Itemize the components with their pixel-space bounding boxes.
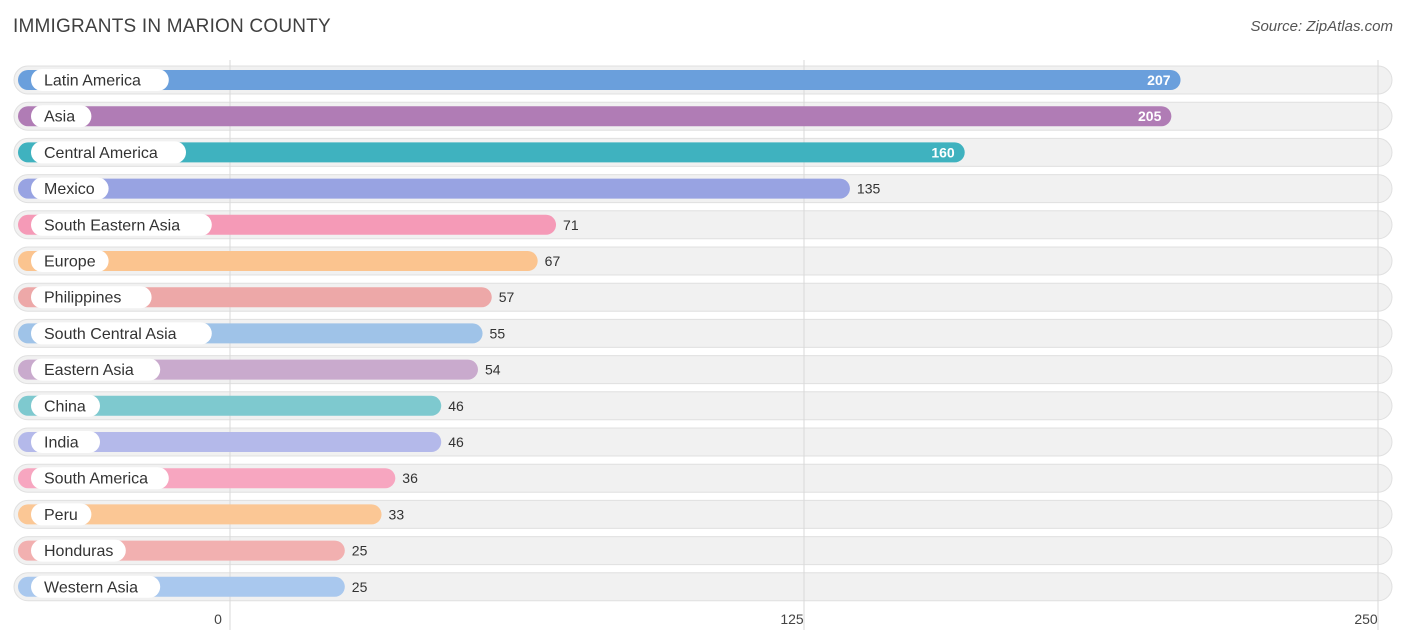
value-label: 46	[448, 398, 464, 414]
category-label: Philippines	[44, 290, 121, 307]
category-label: Central America	[44, 145, 158, 162]
category-label: Europe	[44, 254, 96, 271]
category-label: South Eastern Asia	[44, 217, 180, 234]
value-label: 160	[931, 144, 955, 160]
row-track	[13, 572, 1393, 602]
category-label: China	[44, 398, 86, 415]
category-label-bg	[31, 286, 152, 309]
row-track	[13, 536, 1393, 566]
x-tick-label: 250	[1354, 611, 1378, 627]
source-note: Source: ZipAtlas.com	[1250, 18, 1393, 35]
bar	[18, 504, 382, 525]
bar	[18, 251, 538, 271]
category-label: Peru	[44, 507, 78, 524]
category-label-bg	[31, 539, 126, 562]
category-label-bg	[31, 431, 100, 453]
chart-title: IMMIGRANTS IN MARION COUNTY	[13, 16, 331, 37]
value-label: 25	[352, 543, 368, 559]
category-label: South America	[44, 471, 148, 488]
bar	[18, 395, 442, 416]
category-label-bg	[31, 394, 100, 417]
category-label-bg	[31, 358, 161, 381]
value-label: 54	[485, 362, 501, 378]
bars: Latin America 207 Asia 205 Central America 16…	[18, 69, 1181, 598]
category-label-bg	[31, 503, 92, 526]
value-label: 46	[448, 434, 464, 450]
category-label-bg	[31, 250, 109, 272]
category-label: India	[44, 435, 79, 452]
category-label: Mexico	[44, 181, 95, 198]
value-label: 55	[490, 325, 506, 341]
value-label: 71	[563, 217, 579, 233]
category-label: Latin America	[44, 73, 141, 90]
category-label: Honduras	[44, 543, 113, 560]
bar	[18, 70, 1181, 90]
bar	[18, 178, 850, 199]
value-label: 67	[545, 253, 561, 269]
bar	[18, 142, 965, 163]
bar	[18, 106, 1172, 127]
x-axis-ticks: 0 125 250	[214, 611, 1378, 627]
value-label: 33	[389, 506, 405, 522]
category-label-bg	[31, 213, 212, 236]
value-label: 57	[499, 289, 515, 305]
category-label: South Central Asia	[44, 326, 177, 343]
value-label: 205	[1138, 108, 1162, 124]
category-label-bg	[31, 141, 186, 164]
value-label: 36	[402, 470, 418, 486]
category-label-bg	[31, 177, 109, 200]
category-label-bg	[31, 322, 212, 345]
x-tick-label: 125	[780, 611, 804, 627]
x-tick-label: 0	[214, 611, 222, 627]
category-label: Asia	[44, 109, 75, 126]
value-label: 207	[1147, 72, 1171, 88]
category-label: Eastern Asia	[44, 362, 134, 379]
category-label: Western Asia	[44, 579, 138, 596]
bar	[18, 432, 442, 452]
category-label-bg	[31, 575, 161, 598]
category-label-bg	[31, 69, 169, 91]
category-label-bg	[31, 105, 92, 128]
category-label-bg	[31, 467, 169, 490]
value-label: 25	[352, 579, 368, 595]
value-label: 135	[857, 181, 881, 197]
